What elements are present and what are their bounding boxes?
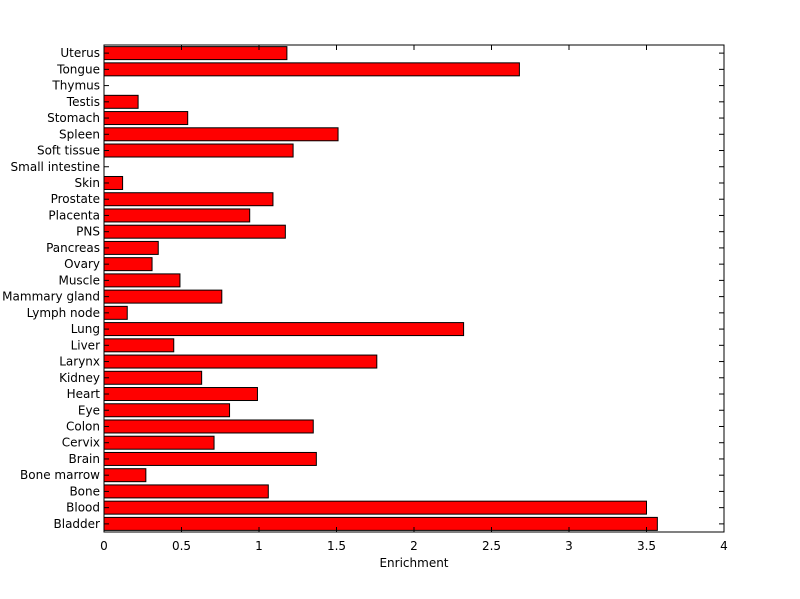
x-tick-label: 4: [720, 539, 728, 553]
bar-blood: [103, 500, 647, 515]
x-tick-label: 3.5: [637, 539, 656, 553]
y-tick-label: Muscle: [58, 273, 100, 287]
y-tick-label: Brain: [69, 452, 100, 466]
y-tick-label: Thymus: [51, 79, 100, 93]
bar-ovary: [103, 257, 153, 272]
y-tick-label: Larynx: [59, 355, 100, 369]
y-tick-label: Spleen: [59, 127, 100, 141]
bar-spleen: [103, 127, 339, 142]
x-tick-label: 0.5: [172, 539, 191, 553]
bar-placenta: [103, 208, 251, 223]
y-tick-label: Testis: [66, 95, 100, 109]
y-tick-label: Mammary gland: [2, 290, 100, 304]
y-tick-label: Blood: [66, 501, 100, 515]
y-tick-label: Prostate: [51, 192, 100, 206]
bar-pancreas: [103, 240, 159, 255]
y-tick-label: Bone: [69, 484, 100, 498]
bar-bladder: [103, 516, 658, 531]
y-tick-label: PNS: [76, 225, 100, 239]
bar-liver: [103, 338, 175, 353]
y-tick-label: Bone marrow: [20, 468, 100, 482]
bar-testis: [103, 94, 139, 109]
y-tick-label: Stomach: [47, 111, 100, 125]
y-tick-label: Heart: [67, 387, 101, 401]
x-tick-label: 2.5: [482, 539, 501, 553]
bar-bone: [103, 484, 269, 499]
x-tick-label: 0: [100, 539, 108, 553]
bar-brain: [103, 451, 317, 466]
y-tick-label: Cervix: [62, 436, 100, 450]
y-tick-label: Kidney: [59, 371, 100, 385]
bar-eye: [103, 403, 231, 418]
y-tick-label: Uterus: [60, 46, 100, 60]
bar-cervix: [103, 435, 215, 450]
bar-prostate: [103, 192, 274, 207]
y-tick-label: Pancreas: [46, 241, 100, 255]
bar-bone-marrow: [103, 468, 147, 483]
y-tick-label: Lymph node: [27, 306, 100, 320]
y-tick-label: Placenta: [48, 208, 100, 222]
bar-pns: [103, 224, 286, 239]
bar-muscle: [103, 273, 181, 288]
y-tick-label: Ovary: [64, 257, 100, 271]
bar-colon: [103, 419, 314, 434]
x-axis: 0 0.5 1 1.5 2 2.5 3 3.5 4: [100, 45, 728, 553]
bar-larynx: [103, 354, 378, 369]
bar-kidney: [103, 370, 203, 385]
x-tick-label: 1: [255, 539, 263, 553]
y-tick-label: Lung: [71, 322, 100, 336]
bar-stomach: [103, 111, 189, 126]
y-tick-label: Tongue: [56, 62, 100, 76]
bar-lung: [103, 322, 465, 337]
y-axis: Bladder Blood Bone Bone marrow Brain Cervix Co…: [2, 46, 724, 531]
y-tick-label: Liver: [71, 338, 101, 352]
bar-mammary-gland: [103, 289, 223, 304]
bar-heart: [103, 387, 258, 402]
y-tick-label: Eye: [78, 403, 100, 417]
y-tick-label: Bladder: [54, 517, 101, 531]
x-tick-label: 1.5: [327, 539, 346, 553]
y-tick-label: Colon: [66, 419, 100, 433]
x-tick-label: 2: [410, 539, 418, 553]
y-tick-label: Small intestine: [11, 160, 100, 174]
bar-soft-tissue: [103, 143, 294, 158]
plot-area: [104, 45, 724, 532]
x-tick-label: 3: [565, 539, 573, 553]
y-tick-label: Skin: [74, 176, 100, 190]
x-axis-label: Enrichment: [379, 556, 448, 570]
y-tick-label: Soft tissue: [37, 144, 100, 158]
bar-tongue: [103, 62, 520, 77]
